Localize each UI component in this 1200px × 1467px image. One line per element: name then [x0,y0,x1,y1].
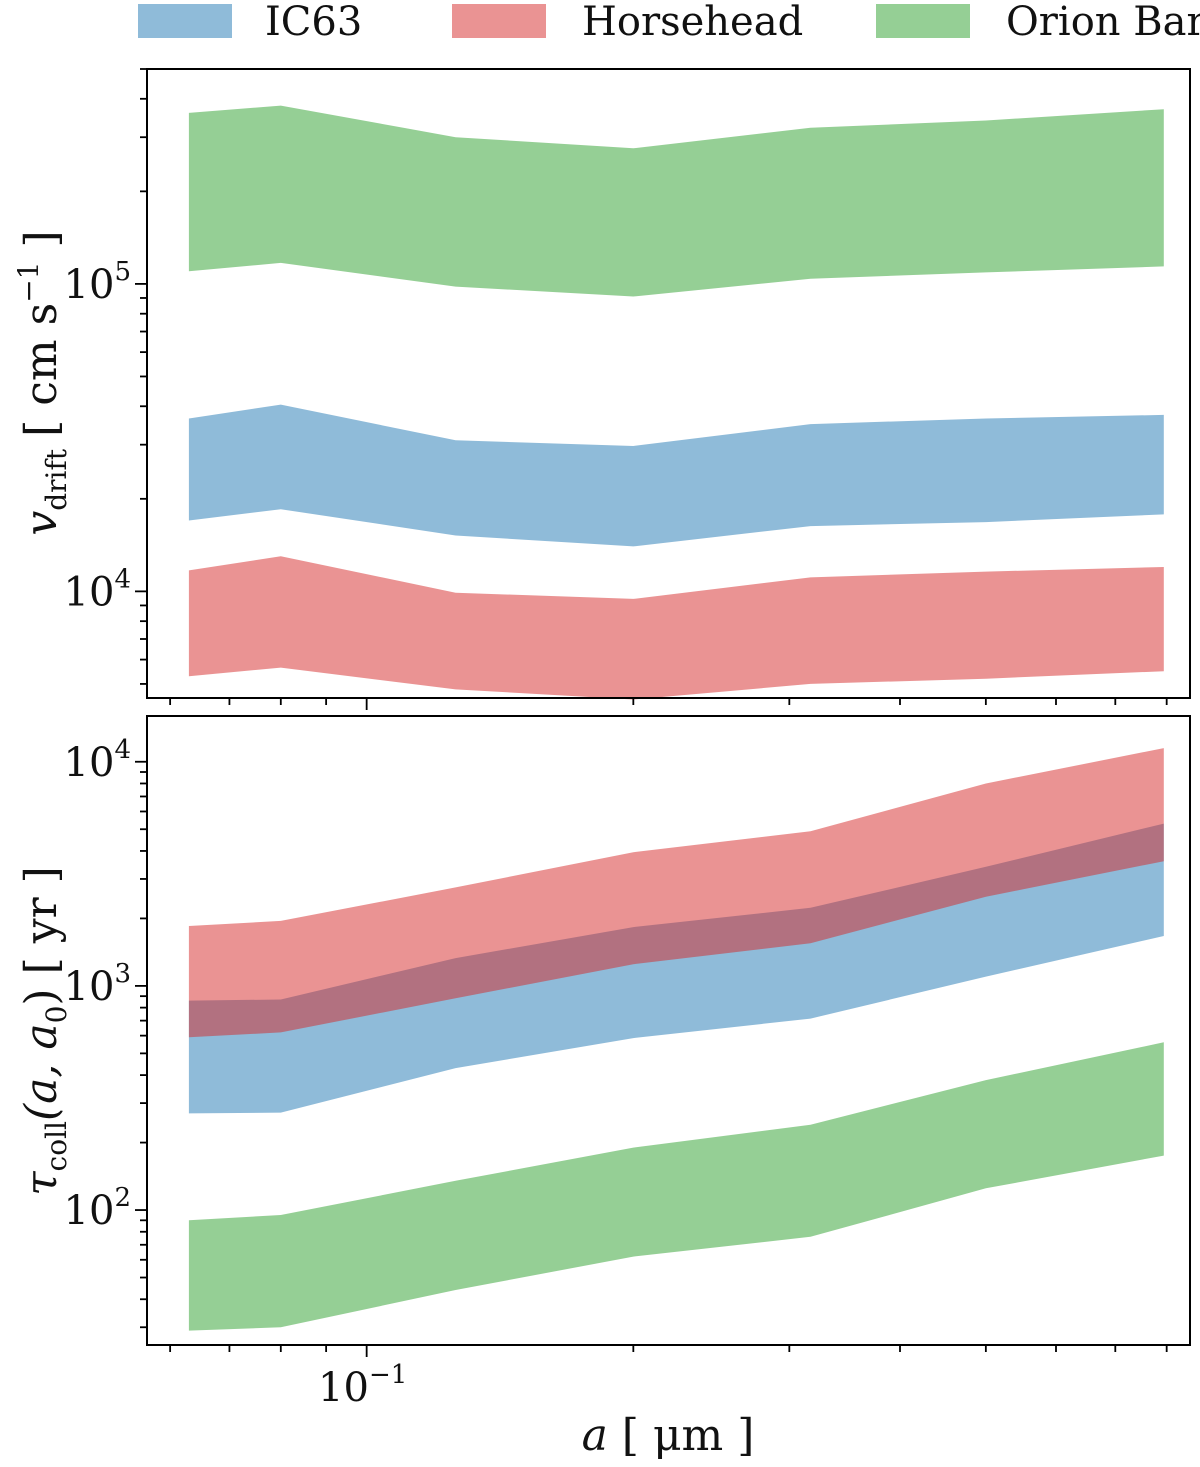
ylabel-unit-exp: −1 [12,262,45,303]
y-tick-label-top-1: 104 [64,564,131,615]
drift-velocity-axis-label: vdrift [ cm s−1 ] [12,230,73,535]
legend-label-ic63: IC63 [265,0,362,45]
collision-time-bands [188,748,1164,1331]
legend-label-orion-bar: Orion Bar [1006,0,1200,45]
top-panel-frame [146,68,1191,699]
band-horsehead-bottom [188,748,1164,1038]
ylabel-subscript-drift: drift [40,448,73,511]
ylabel-args-open: (a, a [16,1023,67,1121]
svg-text:vdrift[ cm s−1 ]: vdrift [ cm s−1 ] [12,230,73,535]
legend-swatch-ic63 [138,4,232,38]
bottom-panel-ticks: 104 103 102 10−1 [64,735,1168,1411]
ylabel-args-sub: 0 [40,1006,73,1024]
y-tick-label-bottom-2: 102 [64,1183,131,1234]
y-tick-label-bottom-0: 104 [64,735,131,786]
ylabel-subscript-coll: coll [40,1121,73,1171]
xlabel-unit: [ μm ] [608,1410,755,1461]
ylabel-args-close: ) [ yr ] [16,866,67,1005]
y-tick-label-top-0: 105 [64,257,131,308]
collision-time-axis-label: τcoll(a, a0) [ yr ] [16,866,73,1196]
legend-swatch-orion-bar [876,4,970,38]
legend-label-horsehead: Horsehead [582,0,803,45]
band-orion-bar-bottom [188,1042,1164,1331]
drift-velocity-panel: 105 104 vdrift [ cm s−1 ] [12,68,1191,710]
ylabel-unit-close: ] [16,230,67,261]
ylabel-symbol-tau: τ [16,1171,67,1196]
bottom-panel-frame [146,715,1191,1346]
band-orion-bar-top [188,105,1164,297]
svg-text:τcoll(a, a0) [ yr ]: τcoll(a, a0) [ yr ] [16,866,73,1196]
xlabel-symbol-a: a [582,1410,608,1461]
top-panel-ticks: 105 104 [64,68,1168,710]
ylabel-symbol-v: v [16,511,67,536]
x-axis-label: a [ μm ] [582,1410,755,1461]
y-tick-label-bottom-1: 103 [64,959,131,1010]
legend-swatch-horsehead [452,4,546,38]
x-tick-label-0: 10−1 [318,1360,407,1411]
collision-time-panel: 104 103 102 10−1 τcoll(a, a0) [ yr ] a [ μm… [16,715,1191,1461]
band-ic63-top [188,404,1164,547]
legend: IC63 Horsehead Orion Bar [138,0,1200,45]
ylabel-unit-open: [ cm s [16,303,67,437]
band-horsehead-top [188,556,1164,700]
drift-velocity-bands [188,105,1164,700]
